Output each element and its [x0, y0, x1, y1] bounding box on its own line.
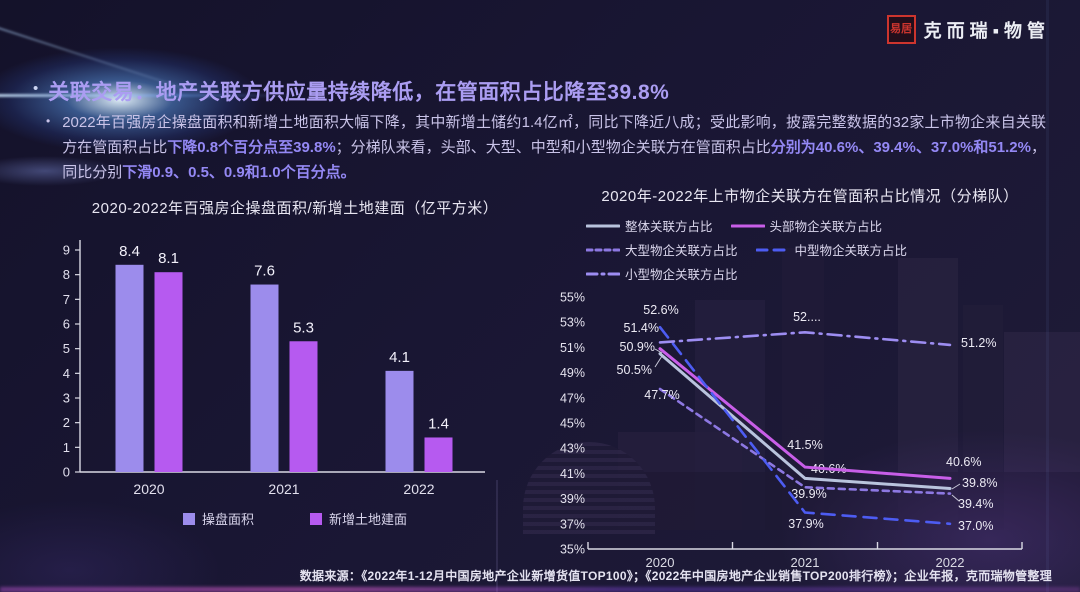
legend-swatch: [182, 512, 195, 525]
svg-text:2022: 2022: [403, 481, 434, 497]
legend-line-sample: [730, 224, 765, 227]
svg-text:4: 4: [63, 366, 70, 381]
brand-logo: 易居 克而瑞▪物管: [886, 15, 1050, 44]
svg-text:51.2%: 51.2%: [961, 336, 996, 350]
legend-label: 新增土地建面: [329, 512, 408, 527]
svg-text:55%: 55%: [560, 291, 585, 305]
legend-item: 新增土地建面: [310, 509, 407, 528]
svg-text:9: 9: [63, 243, 70, 258]
svg-text:6: 6: [63, 317, 70, 332]
svg-text:2021: 2021: [791, 555, 820, 570]
body-paragraph-row: • 2022年百强房企操盘面积和新增土地面积大幅下降，其中新增土储约1.4亿㎡，…: [46, 110, 1046, 185]
svg-text:2022: 2022: [936, 555, 965, 570]
svg-text:8.4: 8.4: [119, 243, 140, 260]
lens-flare-secondary: [0, 156, 120, 186]
svg-text:7.6: 7.6: [254, 263, 275, 280]
legend-item: 大型物企关联方占比: [586, 240, 738, 259]
svg-text:39.4%: 39.4%: [958, 497, 993, 511]
legend-label: 小型物企关联方占比: [625, 268, 738, 282]
legend-line-sample: [586, 248, 620, 251]
svg-text:3: 3: [63, 391, 70, 406]
svg-text:52....: 52....: [793, 310, 821, 324]
bar-chart: 2020-2022年百强房企操盘面积/新增土地建面（亿平方米） 0 1 2 3 4 5 6 7…: [55, 197, 535, 528]
paragraph-highlight-text: 下滑0.9、0.5、0.9和1.0个百分点。: [122, 164, 356, 181]
paragraph-highlight-text: 下降0.8个百分点至39.8%: [167, 139, 336, 156]
svg-text:39.9%: 39.9%: [791, 487, 826, 501]
data-source-note: 数据来源：《2022年1-12月中国房地产企业新增货值TOP100》；《2022…: [299, 569, 1052, 583]
background-light-streak: [1046, 0, 1049, 592]
svg-text:37%: 37%: [560, 517, 585, 531]
svg-text:49%: 49%: [560, 366, 585, 380]
svg-text:7: 7: [63, 292, 70, 307]
bar-chart-canvas: 0 1 2 3 4 5 6 7 8 9 2020 2021 2022 8.4 7.6 4.1 8.1 5.3 1.4: [63, 240, 485, 497]
svg-text:52.6%: 52.6%: [643, 303, 678, 317]
svg-text:40.6%: 40.6%: [946, 455, 981, 469]
svg-text:8: 8: [63, 267, 70, 282]
svg-text:39.8%: 39.8%: [962, 476, 997, 490]
svg-text:51.4%: 51.4%: [624, 321, 659, 335]
page-title: 关联交易：地产关联方供应量持续降低，在管面积占比降至39.8%: [48, 81, 670, 104]
svg-text:45%: 45%: [560, 417, 585, 431]
line-chart: 2020年-2022年上市物企关联方在管面积占比情况（分梯队） 整体关联方占比 头…: [555, 185, 1065, 579]
svg-text:1: 1: [63, 440, 70, 455]
paragraph-text: ，同比分别: [62, 139, 1046, 181]
svg-text:2020: 2020: [133, 481, 164, 497]
svg-text:53%: 53%: [560, 316, 585, 330]
title-bullet-icon: •: [33, 80, 39, 97]
svg-text:8.1: 8.1: [158, 250, 179, 267]
svg-text:4.1: 4.1: [389, 349, 410, 366]
legend-label: 头部物企关联方占比: [769, 220, 883, 234]
legend-item: 头部物企关联方占比: [730, 216, 883, 235]
svg-text:2021: 2021: [268, 481, 299, 497]
svg-text:35%: 35%: [560, 543, 585, 557]
svg-text:39%: 39%: [560, 492, 585, 506]
legend-line-sample: [586, 224, 620, 227]
paragraph-text: ；分梯队来看，头部、大型、中型和小型物企关联方在管面积占比: [335, 139, 771, 156]
svg-text:47.7%: 47.7%: [644, 388, 679, 402]
bottom-glow-strip: [0, 587, 1080, 592]
legend-item: 整体关联方占比: [586, 216, 713, 235]
legend-label: 整体关联方占比: [625, 220, 713, 234]
lens-flare: [0, 30, 310, 170]
svg-text:50.5%: 50.5%: [617, 363, 652, 377]
logo-brand-text: 克而瑞▪物管: [923, 20, 1050, 41]
legend-swatch: [310, 512, 322, 525]
svg-text:41%: 41%: [560, 467, 585, 481]
line-chart-legend: 整体关联方占比 头部物企关联方占比大型物企关联方占比 中型物企关联方占比小型物企关联…: [584, 216, 1036, 283]
logo-seal-icon: 易居: [886, 15, 916, 44]
legend-line-sample: [755, 248, 790, 251]
svg-text:2: 2: [63, 415, 70, 430]
line-chart-title: 2020年-2022年上市物企关联方在管面积占比情况（分梯队）: [601, 188, 1019, 205]
body-paragraph: 2022年百强房企操盘面积和新增土地面积大幅下降，其中新增土储约1.4亿㎡，同比…: [62, 110, 1046, 185]
legend-line-sample: [586, 272, 620, 275]
line-chart-canvas: 55% 53% 51% 49% 47% 45% 43% 41% 39% 37% 35% 2020 202…: [560, 291, 1023, 570]
svg-text:37.9%: 37.9%: [788, 517, 823, 531]
svg-text:0: 0: [63, 465, 70, 480]
svg-text:41.5%: 41.5%: [787, 438, 822, 452]
legend-label: 操盘面积: [201, 512, 254, 527]
svg-text:50.9%: 50.9%: [620, 340, 655, 354]
paragraph-text: 2022年百强房企操盘面积和新增土地面积大幅下降，其中新增土储约1.4亿㎡，同比…: [62, 114, 1046, 156]
svg-text:37.0%: 37.0%: [958, 519, 993, 533]
bar-chart-legend: 操盘面积 新增土地建面: [55, 509, 535, 528]
legend-label: 大型物企关联方占比: [625, 244, 738, 258]
svg-text:2020: 2020: [646, 555, 675, 570]
title-row: • 关联交易：地产关联方供应量持续降低，在管面积占比降至39.8%: [33, 76, 669, 106]
svg-text:51%: 51%: [560, 341, 585, 355]
svg-text:47%: 47%: [560, 391, 585, 405]
svg-text:5.3: 5.3: [293, 319, 314, 336]
legend-item: 中型物企关联方占比: [755, 240, 908, 259]
lens-flare-streak: [0, 94, 310, 97]
background-light-streak: [496, 480, 498, 592]
paragraph-highlight-text: 分别为40.6%、39.4%、37.0%和51.2%: [770, 139, 1031, 156]
legend-label: 中型物企关联方占比: [794, 244, 908, 258]
paragraph-bullet-icon: •: [46, 114, 51, 128]
svg-text:1.4: 1.4: [428, 415, 449, 432]
svg-text:43%: 43%: [560, 442, 585, 456]
legend-item: 操盘面积: [182, 509, 254, 528]
svg-text:5: 5: [63, 341, 70, 356]
legend-item: 小型物企关联方占比: [586, 264, 738, 283]
bar-chart-title: 2020-2022年百强房企操盘面积/新增土地建面（亿平方米）: [91, 200, 499, 217]
